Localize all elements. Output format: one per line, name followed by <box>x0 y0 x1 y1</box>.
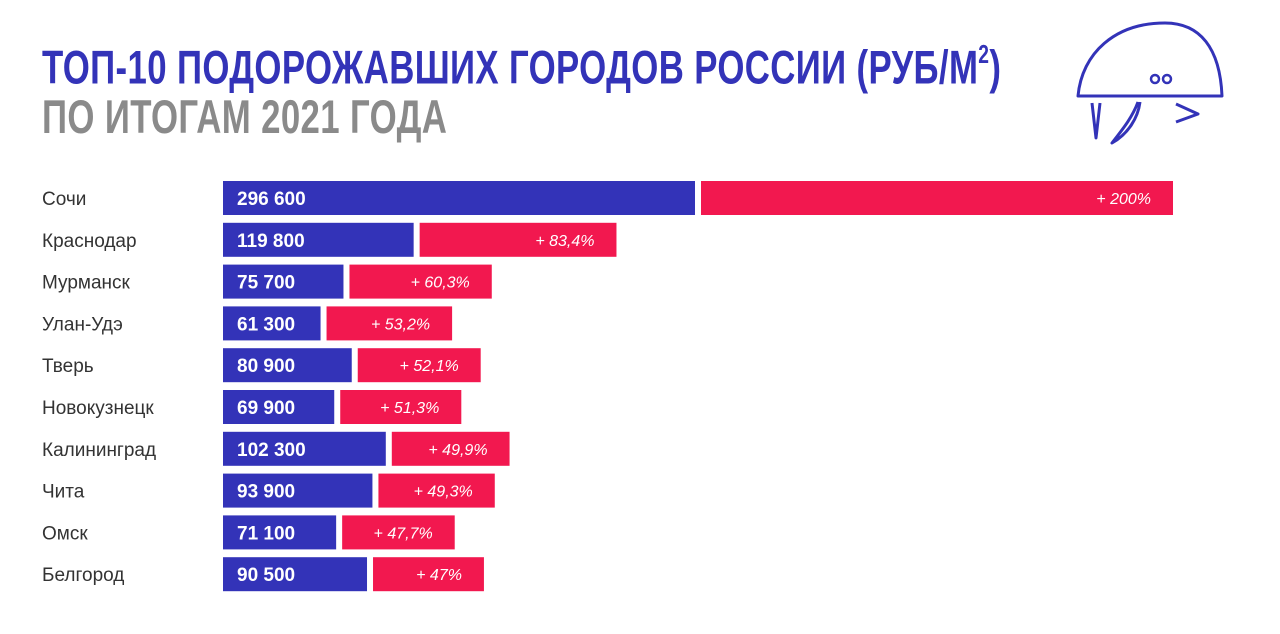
category-label: Калининград <box>42 440 156 461</box>
category-label: Улан-Удэ <box>42 314 123 335</box>
price-value-label: 296 600 <box>237 189 306 210</box>
growth-value-label: + 200% <box>1096 191 1151 208</box>
price-value-label: 61 300 <box>237 314 295 335</box>
price-bar <box>223 473 373 508</box>
growth-bar <box>701 181 1173 215</box>
price-bar <box>223 264 344 299</box>
price-bar <box>223 390 335 424</box>
growth-value-label: + 83,4% <box>535 233 594 250</box>
price-value-label: 119 800 <box>237 231 305 252</box>
price-value-label: 69 900 <box>237 398 295 419</box>
category-label: Омск <box>42 523 88 544</box>
price-value-label: 90 500 <box>237 565 295 586</box>
growth-bar <box>340 390 462 424</box>
category-label: Мурманск <box>42 273 131 294</box>
price-bar <box>223 181 695 215</box>
growth-value-label: + 51,3% <box>380 400 439 417</box>
price-bar <box>223 222 414 257</box>
price-bar <box>223 348 352 383</box>
growth-bar <box>373 557 484 592</box>
price-bar <box>223 306 321 341</box>
chart-title-text: ТОП-10 ПОДОРОЖАВШИХ ГОРОДОВ РОССИИ (РУБ/… <box>42 40 979 94</box>
price-bar <box>223 557 368 592</box>
growth-value-label: + 47% <box>416 567 462 584</box>
price-value-label: 71 100 <box>237 523 295 544</box>
growth-bar <box>342 515 455 550</box>
price-value-label: 102 300 <box>237 440 306 461</box>
growth-value-label: + 60,3% <box>411 275 470 292</box>
growth-bar <box>326 306 453 341</box>
growth-bar <box>349 264 492 299</box>
price-bar <box>223 431 386 466</box>
price-value-label: 93 900 <box>237 482 295 503</box>
growth-value-label: + 49,3% <box>414 484 473 501</box>
price-value-label: 80 900 <box>237 356 295 377</box>
growth-value-label: + 53,2% <box>371 316 430 333</box>
bar-chart: Сочи 296 600 + 200% Краснодар 119 800 + 83,4%… <box>42 181 1173 592</box>
growth-value-label: + 47,7% <box>374 525 433 542</box>
chart-title-superscript: 2 <box>978 39 990 69</box>
category-label: Новокузнецк <box>42 398 154 419</box>
chart-title: ТОП-10 ПОДОРОЖАВШИХ ГОРОДОВ РОССИИ (РУБ/… <box>42 30 1001 96</box>
chart-subtitle: ПО ИТОГАМ 2021 ГОДА <box>42 90 448 143</box>
chart-title-end: ) <box>989 40 1002 94</box>
growth-value-label: + 52,1% <box>400 358 459 375</box>
price-bar <box>223 515 337 550</box>
growth-value-label: + 49,9% <box>428 442 487 459</box>
helmet-icon <box>1076 21 1224 145</box>
category-label: Тверь <box>42 356 94 377</box>
growth-bar <box>357 348 481 383</box>
category-label: Чита <box>42 482 85 503</box>
growth-bar <box>419 222 617 257</box>
growth-bar <box>391 431 510 466</box>
category-label: Краснодар <box>42 231 137 252</box>
growth-bar <box>378 473 495 508</box>
category-label: Сочи <box>42 189 86 210</box>
category-label: Белгород <box>42 565 124 586</box>
price-value-label: 75 700 <box>237 273 295 294</box>
